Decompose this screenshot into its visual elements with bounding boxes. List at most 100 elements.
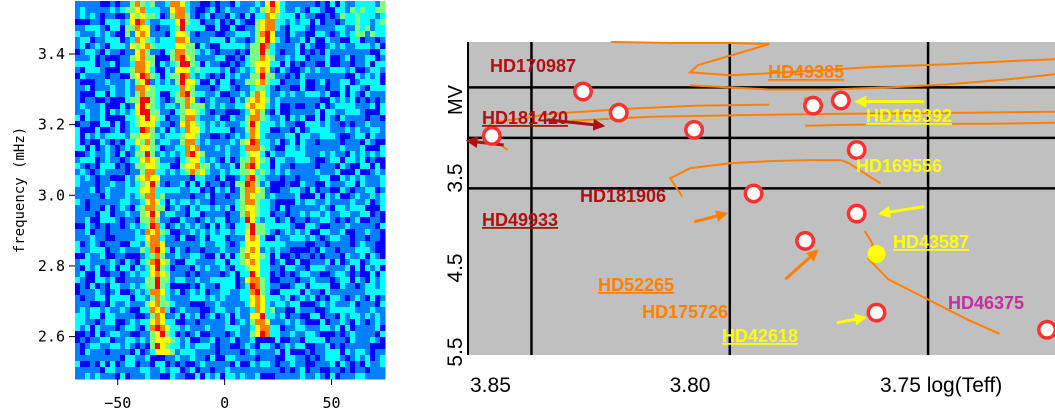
heatmap-cell [275,235,281,242]
heatmap-cell [195,55,201,62]
heatmap-cell [160,43,166,50]
heatmap-cell [370,289,376,296]
heatmap-cell [330,169,336,176]
heatmap-cell [90,295,96,302]
heatmap-cell [315,265,321,272]
heatmap-cell [120,319,126,326]
heatmap-cell [230,367,236,374]
heatmap-cell [330,301,336,308]
heatmap-cell [250,187,256,194]
heatmap-cell [255,289,261,296]
hr-star-point-core [485,129,499,143]
heatmap-cell [240,43,246,50]
heatmap-cell [140,307,146,314]
heatmap-cell [315,241,321,248]
heatmap-cell [305,55,311,62]
heatmap-cell [190,217,196,224]
heatmap-cell [275,79,281,86]
heatmap-cell [310,271,316,278]
heatmap-cell [305,61,311,68]
heatmap-cell [195,271,201,278]
heatmap-cell [210,211,216,218]
heatmap-cell [370,157,376,164]
heatmap-cell [350,97,356,104]
heatmap-cell [295,43,301,50]
heatmap-cell [160,301,166,308]
heatmap-cell [90,133,96,140]
heatmap-cell [280,157,286,164]
heatmap-cell [260,91,266,98]
heatmap-cell [175,265,181,272]
heatmap-cell [365,97,371,104]
heatmap-cell [380,277,386,284]
heatmap-cell [360,121,366,128]
heatmap-cell [325,235,331,242]
heatmap-cell [350,223,356,230]
heatmap-cell [260,325,266,332]
heatmap-cell [260,157,266,164]
heatmap-cell [200,133,206,140]
heatmap-cell [230,67,236,74]
heatmap-cell [355,265,361,272]
heatmap-cell [355,271,361,278]
heatmap-cell [115,193,121,200]
heatmap-cell [225,295,231,302]
heatmap-cell [295,235,301,242]
heatmap-cell [380,271,386,278]
heatmap-cell [210,19,216,26]
heatmap-cell [380,241,386,248]
heatmap-cell [145,145,151,152]
heatmap-cell [190,235,196,242]
heatmap-cell [210,67,216,74]
heatmap-y-tick-label: 3.2 [38,116,65,134]
heatmap-cell [200,313,206,320]
heatmap-cell [95,67,101,74]
heatmap-cell [125,247,131,254]
heatmap-cell [155,211,161,218]
heatmap-cell [240,241,246,248]
heatmap-cell [275,283,281,290]
heatmap-cell [255,229,261,236]
heatmap-cell [375,361,381,368]
heatmap-cell [300,307,306,314]
heatmap-cell [225,349,231,356]
heatmap-cell [75,7,81,14]
heatmap-cell [200,373,206,380]
heatmap-cell [195,217,201,224]
heatmap-cell [205,331,211,338]
heatmap-cell [200,205,206,212]
heatmap-cell [100,211,106,218]
heatmap-cell [120,205,126,212]
heatmap-cell [170,121,176,128]
heatmap-cell [120,55,126,62]
heatmap-cell [285,355,291,362]
heatmap-cell [90,85,96,92]
heatmap-cell [335,211,341,218]
heatmap-cell [290,37,296,44]
heatmap-cell [230,223,236,230]
heatmap-cell [315,31,321,38]
heatmap-cell [360,55,366,62]
heatmap-cell [95,319,101,326]
hr-track [805,121,1055,127]
heatmap-cell [295,127,301,134]
heatmap-cell [130,373,136,380]
heatmap-cell [355,169,361,176]
heatmap-cell [260,109,266,116]
heatmap-cell [80,229,86,236]
heatmap-cell [275,349,281,356]
heatmap-cell [180,241,186,248]
heatmap-cell [285,133,291,140]
heatmap-cell [215,187,221,194]
heatmap-cell [245,163,251,170]
heatmap-cell [100,217,106,224]
heatmap-cell [285,151,291,158]
heatmap-cell [345,265,351,272]
heatmap-cell [80,7,86,14]
heatmap-cell [165,61,171,68]
heatmap-cell [320,217,326,224]
heatmap-cell [80,349,86,356]
heatmap-cell [150,73,156,80]
heatmap-cell [145,139,151,146]
heatmap-cell [375,121,381,128]
